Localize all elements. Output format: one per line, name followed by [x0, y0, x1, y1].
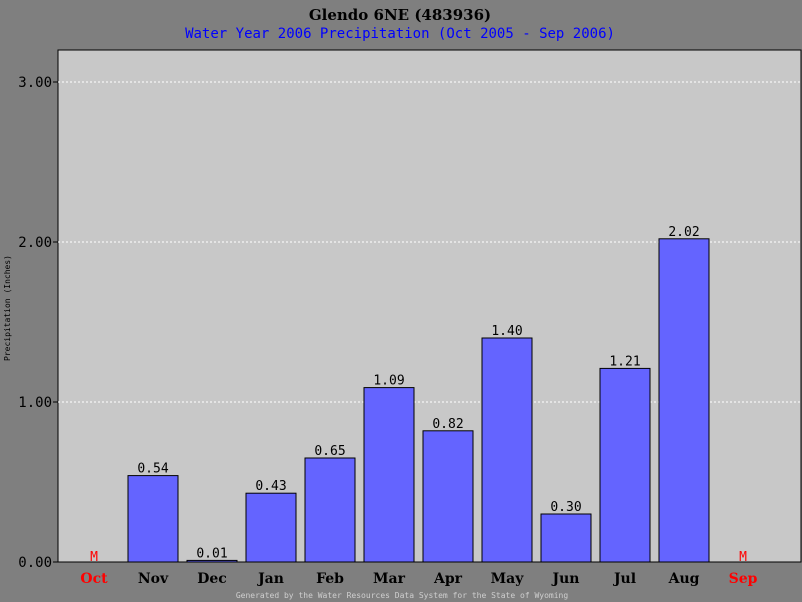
- data-label-mar: 1.09: [373, 374, 404, 389]
- data-label-aug: 2.02: [668, 225, 699, 240]
- y-tick-label: 1.00: [18, 395, 52, 411]
- y-tick-label: 3.00: [18, 75, 52, 91]
- chart-subtitle: Water Year 2006 Precipitation (Oct 2005 …: [185, 26, 615, 42]
- data-labels: M 0.54 0.01 0.43 0.65 1.09 0.82 1.40 0.30 1.21 2.0…: [90, 225, 747, 565]
- bar-jun: [540, 513, 592, 563]
- x-tick-label-sep: Sep: [729, 571, 758, 587]
- data-label-apr: 0.82: [432, 417, 463, 432]
- bar-dec: [186, 559, 238, 563]
- data-label-oct: M: [90, 550, 98, 565]
- x-tick-label-dec: Dec: [197, 571, 227, 587]
- bars: [127, 238, 710, 563]
- data-label-jun: 0.30: [550, 500, 581, 515]
- bar-jul: [599, 367, 651, 563]
- y-tick-label: 2.00: [18, 235, 52, 251]
- x-tick-label-jan: Jan: [256, 571, 284, 587]
- data-label-sep: M: [739, 550, 747, 565]
- y-tick-label: 0.00: [18, 555, 52, 571]
- x-tick-label-oct: Oct: [80, 571, 108, 587]
- bar-apr: [422, 430, 474, 563]
- y-axis-ticks: 0.00 1.00 2.00 3.00: [18, 75, 58, 571]
- x-tick-label-jun: Jun: [551, 571, 580, 587]
- x-tick-label-aug: Aug: [668, 571, 700, 587]
- data-label-nov: 0.54: [137, 462, 168, 477]
- bar-nov: [127, 475, 179, 563]
- footer-credit: Generated by the Water Resources Data Sy…: [236, 591, 569, 600]
- x-tick-label-feb: Feb: [316, 571, 344, 587]
- x-tick-label-apr: Apr: [433, 571, 463, 587]
- x-tick-label-jul: Jul: [612, 571, 636, 587]
- data-label-jul: 1.21: [609, 354, 640, 369]
- bar-may: [481, 337, 533, 563]
- y-axis-label: Precipitation (Inches): [3, 255, 12, 361]
- x-tick-label-nov: Nov: [138, 571, 169, 587]
- bar-feb: [304, 457, 356, 563]
- bar-aug: [658, 238, 710, 563]
- chart-title: Glendo 6NE (483936): [309, 6, 491, 24]
- x-tick-label-mar: Mar: [373, 571, 406, 587]
- data-label-may: 1.40: [491, 324, 522, 339]
- data-label-jan: 0.43: [255, 479, 286, 494]
- x-axis-ticks: Oct Nov Dec Jan Feb Mar Apr May Jun Jul Aug Sep: [80, 571, 757, 587]
- bar-mar: [363, 387, 415, 563]
- data-label-feb: 0.65: [314, 444, 345, 459]
- bar-jan: [245, 492, 297, 563]
- x-tick-label-may: May: [491, 571, 525, 587]
- data-label-dec: 0.01: [196, 546, 227, 561]
